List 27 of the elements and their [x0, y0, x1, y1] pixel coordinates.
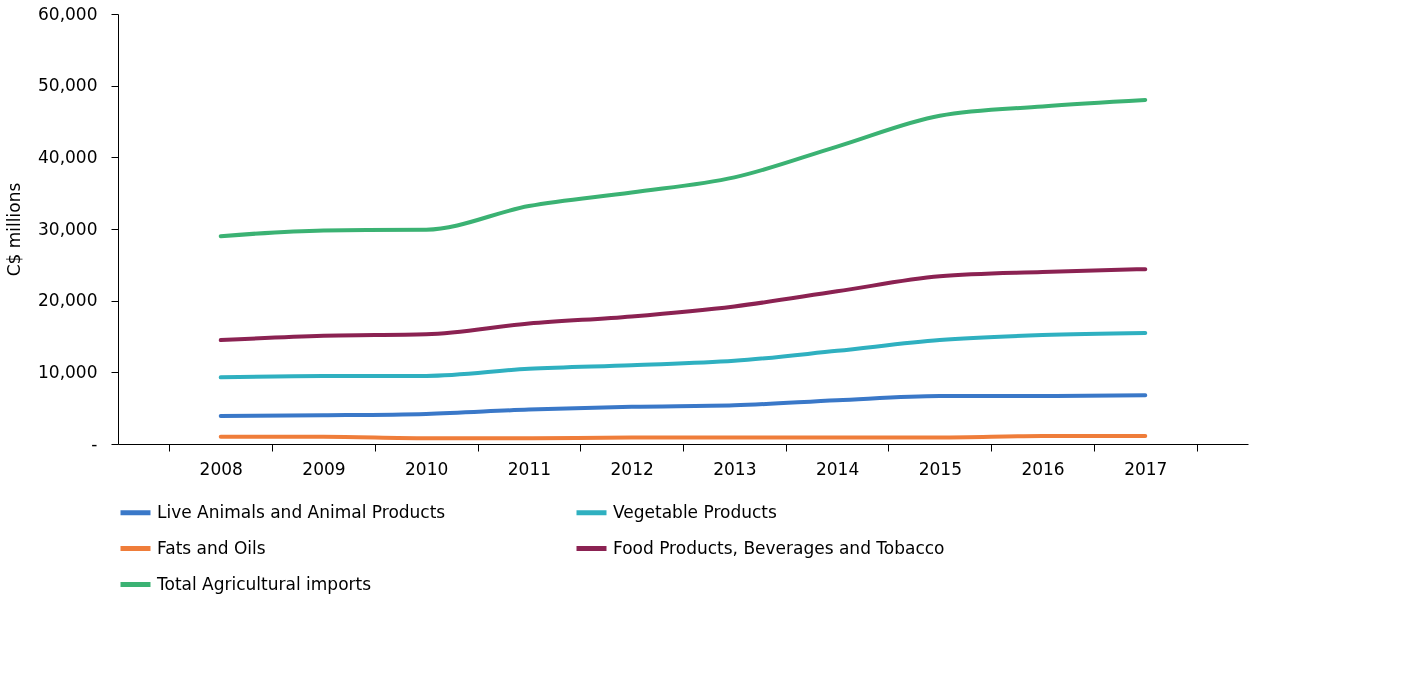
x-tick-label: 2015 — [918, 458, 962, 479]
y-tick-label: 30,000 — [38, 218, 98, 239]
x-tick-label: 2010 — [405, 458, 449, 479]
y-tick-label: - — [91, 433, 98, 454]
line-series — [218, 330, 1148, 380]
y-tick-label: 10,000 — [38, 361, 98, 382]
x-tick-label: 2009 — [302, 458, 346, 479]
line-series — [218, 393, 1148, 419]
x-tick-label: 2016 — [1021, 458, 1065, 479]
y-axis-title: C$ millions — [4, 182, 25, 277]
y-tick-label: 20,000 — [38, 290, 98, 311]
legend-label: Food Products, Beverages and Tobacco — [613, 537, 945, 558]
y-tick-label: 60,000 — [38, 3, 98, 24]
legend-label: Live Animals and Animal Products — [157, 501, 446, 522]
x-tick-label: 2011 — [507, 458, 552, 479]
legend-label: Fats and Oils — [157, 537, 266, 558]
line-series — [218, 267, 1148, 343]
line-series — [218, 98, 1148, 239]
x-tick-label: 2012 — [610, 458, 654, 479]
y-tick-label: 50,000 — [38, 75, 98, 96]
legend-label: Total Agricultural imports — [156, 573, 372, 594]
x-tick-label: 2014 — [815, 458, 860, 479]
legend-label: Vegetable Products — [613, 501, 778, 522]
x-tick-label: 2013 — [713, 458, 757, 479]
x-tick-label: 2017 — [1124, 458, 1168, 479]
x-tick-label: 2008 — [199, 458, 243, 479]
y-tick-label: 40,000 — [38, 146, 98, 167]
